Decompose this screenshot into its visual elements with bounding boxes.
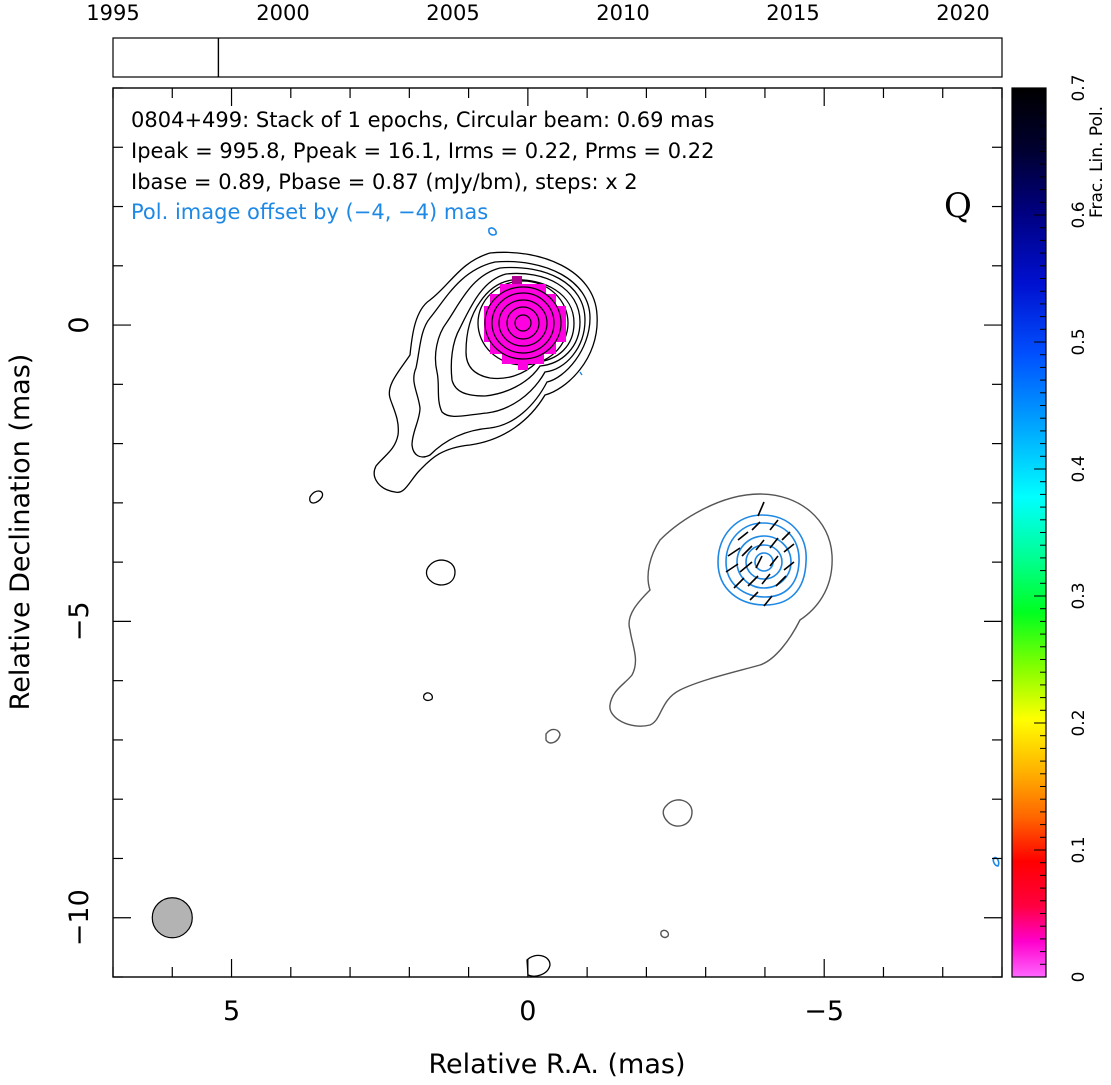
timeline-year-labels: 1995 2000 2005 2010 2015 2020	[86, 1, 989, 25]
timeline-year: 2020	[936, 1, 989, 25]
stokes-i-contour-5	[465, 279, 575, 380]
pol-contour-2	[725, 522, 800, 598]
y-tick-label: −10	[64, 889, 95, 946]
header-line-3: Ibase = 0.89, Pbase = 0.87 (mJy/bm), ste…	[131, 170, 638, 194]
colorbar-tick-labels: 0 0.1 0.2 0.3 0.4 0.5 0.6 0.7	[1069, 74, 1089, 982]
pol-intensity-island	[545, 728, 561, 744]
stokes-i-contour-4	[450, 272, 581, 397]
x-tick-label: 0	[519, 996, 536, 1027]
colorbar: 0 0.1 0.2 0.3 0.4 0.5 0.6 0.7 Frac. Lin. Pol.	[1011, 74, 1107, 982]
colorbar-tick-label: 0.1	[1069, 836, 1089, 863]
stokes-i-island	[309, 490, 324, 504]
evpa-ticks	[725, 501, 795, 607]
stokes-i-contour-3	[434, 266, 586, 418]
axis-ticks	[112, 87, 1003, 978]
frac-pol-pixel	[512, 276, 522, 286]
stokes-i-contour-1	[373, 251, 598, 493]
colorbar-tick-label: 0.4	[1069, 455, 1089, 482]
axis-tick-labels: 5 0 −5 0 −5 −10	[64, 316, 844, 1027]
pol-intensity-contour-outer	[609, 493, 833, 727]
pol-contour-1	[717, 514, 807, 606]
y-tick-label: 0	[64, 316, 95, 333]
colorbar-ticks	[1034, 87, 1046, 978]
frac-pol-pixel	[490, 342, 556, 354]
pol-contour-4	[745, 544, 783, 580]
header-line-2: Ipeak = 995.8, Ppeak = 16.1, Irms = 0.22…	[131, 139, 714, 163]
stokes-i-contour-2	[411, 260, 591, 458]
timeline-year: 2005	[426, 1, 479, 25]
colorbar-tick-label: 0.5	[1069, 328, 1089, 355]
pol-intensity-island	[662, 799, 693, 827]
x-tick-label: −5	[804, 996, 844, 1027]
pol-contour-3	[736, 535, 792, 589]
stokes-i-island	[526, 954, 551, 977]
band-label: Q	[944, 186, 972, 226]
pol-noise-island	[488, 227, 497, 236]
frac-pol-pixel	[500, 284, 546, 294]
pol-intensity-contours	[545, 493, 833, 939]
pol-intensity-island	[660, 929, 670, 939]
y-axis-label: Relative Declination (mas)	[5, 354, 36, 711]
header-annotation: 0804+499: Stack of 1 epochs, Circular be…	[131, 108, 714, 224]
map-frame	[112, 87, 1003, 978]
map-panel: 5 0 −5 0 −5 −10 0804+499: Stack of 1 epochs, …	[5, 87, 1003, 1080]
x-tick-label: 5	[223, 996, 240, 1027]
colorbar-label: Frac. Lin. Pol.	[1087, 106, 1107, 218]
stokes-i-island	[422, 692, 434, 702]
timeline-year: 2010	[596, 1, 649, 25]
timeline-frame	[112, 37, 1003, 78]
colorbar-tick-label: 0.6	[1069, 201, 1089, 228]
header-line-1: 0804+499: Stack of 1 epochs, Circular be…	[131, 108, 714, 132]
pol-noise-island	[579, 371, 583, 376]
pol-contour-5	[754, 552, 774, 572]
colorbar-tick-label: 0	[1069, 972, 1089, 983]
timeline-year: 2000	[256, 1, 309, 25]
timeline-year: 1995	[86, 1, 139, 25]
pol-offset-note: Pol. image offset by (−4, −4) mas	[131, 200, 488, 224]
colorbar-tick-label: 0.3	[1069, 582, 1089, 609]
x-axis-label: Relative R.A. (mas)	[429, 1049, 686, 1080]
restoring-beam	[151, 897, 193, 939]
colorbar-tick-label: 0.2	[1069, 709, 1089, 736]
fractional-pol-core	[484, 276, 566, 370]
timeline: 1995 2000 2005 2010 2015 2020	[86, 1, 1003, 78]
stokes-i-island	[425, 559, 456, 586]
frac-pol-pixel	[518, 364, 528, 370]
y-tick-label: −5	[64, 601, 95, 641]
timeline-year: 2015	[766, 1, 819, 25]
stokes-i-contours	[309, 251, 598, 977]
colorbar-tick-label: 0.7	[1069, 74, 1089, 101]
